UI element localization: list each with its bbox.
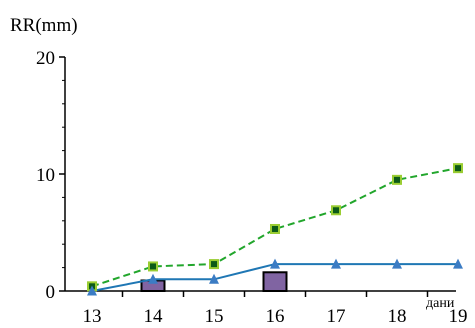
y-axis-title: RR(mm) (10, 15, 78, 36)
x-tick-label: 16 (266, 306, 285, 327)
triangle-marker (392, 258, 402, 269)
triangle-marker (331, 258, 341, 269)
x-tick-label: 13 (83, 306, 102, 327)
y-tick-label: 10 (36, 165, 55, 186)
square-marker (331, 205, 341, 216)
triangle-marker (148, 273, 158, 284)
square-marker (270, 223, 280, 234)
series-markers (87, 163, 463, 296)
square-marker (209, 259, 219, 270)
triangle-marker (209, 273, 219, 284)
triangle-marker (270, 258, 280, 269)
x-tick-label: 18 (388, 306, 407, 327)
x-axis-title: дани (426, 296, 455, 311)
triangle-marker (87, 285, 97, 296)
triangle-marker (453, 258, 463, 269)
y-tick-label: 20 (36, 48, 55, 69)
square-marker (148, 261, 158, 272)
y-axis-ticks: 0 10 20 (36, 48, 65, 303)
square-marker (392, 174, 402, 185)
x-axis-ticks: 13 14 15 16 17 18 19 (83, 291, 468, 327)
x-tick-label: 19 (449, 306, 468, 327)
bar (262, 271, 288, 292)
y-tick-label: 0 (46, 282, 56, 303)
square-marker (453, 163, 463, 174)
x-tick-label: 15 (205, 306, 224, 327)
x-tick-label: 14 (144, 306, 164, 327)
x-tick-label: 17 (327, 306, 346, 327)
